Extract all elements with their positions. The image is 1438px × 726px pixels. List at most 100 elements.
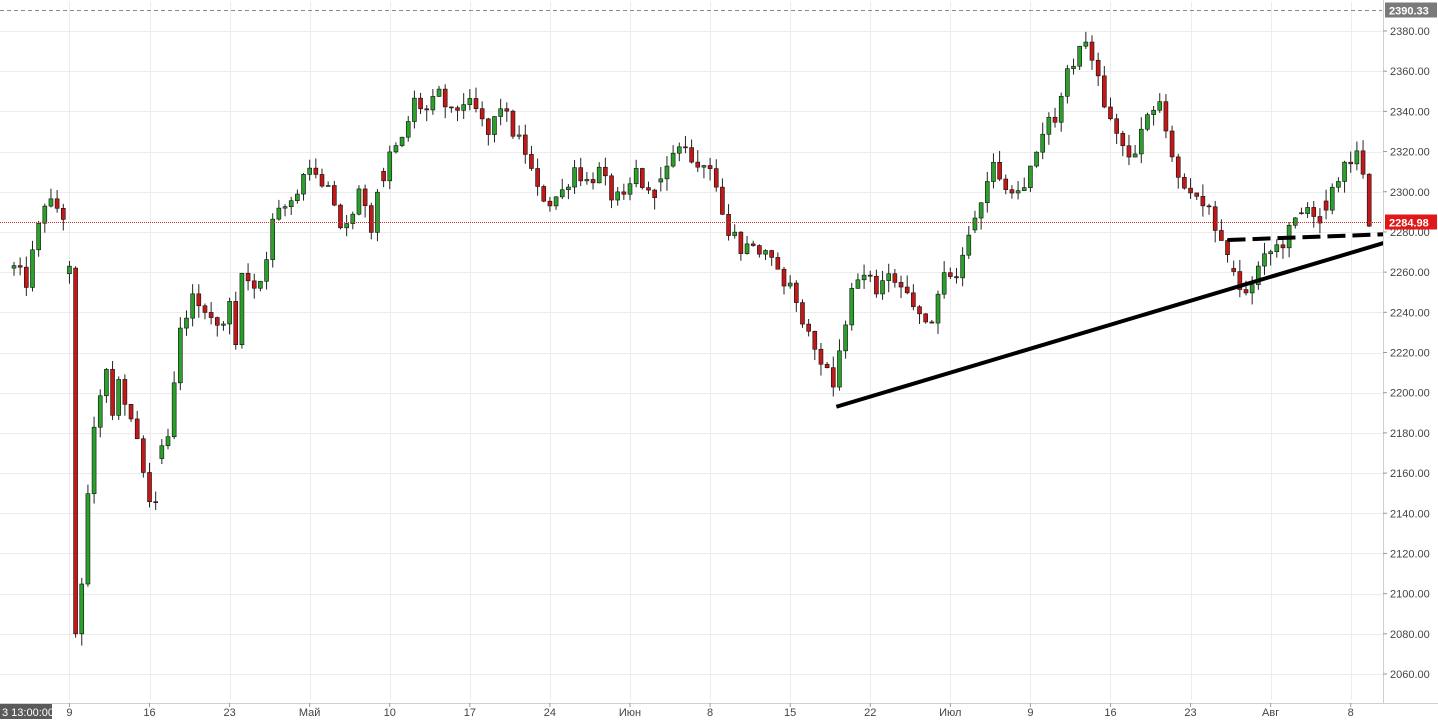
dashed-line <box>1227 231 1394 242</box>
x-tick-label: 16 <box>1104 707 1116 719</box>
candle-body <box>498 108 503 117</box>
y-tick-label: 2080.00 <box>1390 629 1430 641</box>
candle-body <box>1157 101 1163 111</box>
candle-body <box>1200 196 1206 207</box>
candle-body <box>1237 271 1243 290</box>
candle-body <box>867 274 873 277</box>
y-tick-label: 2140.00 <box>1390 508 1430 520</box>
y-tick-label: 2340.00 <box>1390 106 1430 118</box>
candle-body <box>442 88 448 108</box>
candle-body <box>399 136 405 146</box>
candle-body <box>978 202 984 219</box>
candle-body <box>1169 130 1175 158</box>
candle-body <box>1243 289 1249 294</box>
candle-body <box>824 363 830 368</box>
candle-body <box>362 188 368 206</box>
candle-body <box>202 305 208 313</box>
candle-body <box>1015 190 1021 194</box>
candle-body <box>800 302 805 325</box>
top-price-label: 2390.33 <box>1389 6 1429 18</box>
candle-body <box>332 185 337 206</box>
x-tick-label: 23 <box>1184 707 1196 719</box>
candle-body <box>134 418 140 440</box>
candle-body <box>122 379 128 405</box>
y-tick-label: 2360.00 <box>1390 66 1430 78</box>
candle-body <box>214 317 220 326</box>
time-axis[interactable]: 9 16 23 Май 10 17 24 Июн 8 15 22 Июл 9 16 23 Авг 8 3 13:0… <box>0 703 1438 719</box>
candle-body <box>1182 177 1187 189</box>
candle-body <box>1323 200 1329 211</box>
candle-body <box>1028 165 1033 188</box>
candle-body <box>547 200 553 207</box>
x-tick-label: 9 <box>66 707 72 719</box>
candle-body <box>178 327 183 384</box>
candle-body <box>535 168 540 187</box>
candle-body <box>948 272 953 277</box>
candle-body <box>1194 192 1200 197</box>
candle-body <box>492 116 497 135</box>
candle-body <box>282 206 288 209</box>
candle-body <box>1329 186 1335 211</box>
candle-body <box>898 282 904 288</box>
candle-body <box>73 267 78 635</box>
candle-body <box>880 280 885 295</box>
candle-body <box>245 272 251 282</box>
candle-body <box>1034 151 1039 167</box>
candle-body <box>375 191 380 233</box>
candle-body <box>17 265 23 268</box>
candle-body <box>707 165 713 169</box>
x-tick-label: Июл <box>939 707 961 719</box>
candle-body <box>1219 230 1224 241</box>
candle-body <box>116 379 122 416</box>
y-tick-label: 2200.00 <box>1390 388 1430 400</box>
candle-body <box>48 198 54 207</box>
candle-body <box>886 273 892 281</box>
candle-body <box>646 187 651 191</box>
y-tick-label: 2280.00 <box>1390 227 1430 239</box>
candle-body <box>1102 75 1107 108</box>
candle-body <box>128 404 134 420</box>
candle-body <box>603 166 608 177</box>
cursor-time-badge <box>0 704 52 719</box>
x-tick-label: 23 <box>223 707 235 719</box>
candle-body <box>504 108 510 112</box>
x-tick-label: 10 <box>384 707 396 719</box>
candle-body <box>818 348 824 365</box>
candle-body <box>584 179 590 182</box>
candle-body <box>1009 189 1015 194</box>
candle-body <box>1354 150 1360 165</box>
price-axis[interactable]: 2060.00 2080.00 2100.00 2120.00 2140.00 2160.… <box>1383 0 1438 721</box>
candle-body <box>430 96 436 111</box>
candle-body <box>1108 106 1113 120</box>
candle-body <box>461 104 466 111</box>
y-tick-label: 2060.00 <box>1390 669 1430 681</box>
candle-body <box>769 250 774 258</box>
candle-body <box>1089 41 1095 61</box>
candle-body <box>861 274 867 281</box>
y-tick-label: 2100.00 <box>1390 589 1430 601</box>
last-price-badge <box>1385 214 1437 230</box>
candle-body <box>1292 217 1298 226</box>
top-price-badge <box>1385 2 1437 18</box>
candle-body <box>1126 145 1132 158</box>
candle-body <box>110 369 115 416</box>
candle-body <box>726 214 731 236</box>
candle-body <box>11 265 17 269</box>
candle-body <box>276 207 282 220</box>
candle-body <box>288 200 294 208</box>
candle-body <box>381 170 386 182</box>
candle-body <box>849 288 855 326</box>
candle-body <box>1268 251 1273 255</box>
candle-body <box>1311 207 1317 217</box>
y-tick-label: 2300.00 <box>1390 187 1430 199</box>
x-tick-label: 24 <box>544 707 556 719</box>
candle-body <box>1151 109 1156 115</box>
candle-body <box>1342 161 1347 182</box>
candle-body <box>301 174 306 195</box>
candle-body <box>1175 156 1181 178</box>
x-tick-label: 9 <box>1027 707 1033 719</box>
x-tick-label: 22 <box>864 707 876 719</box>
solid-trendline <box>835 238 1395 409</box>
